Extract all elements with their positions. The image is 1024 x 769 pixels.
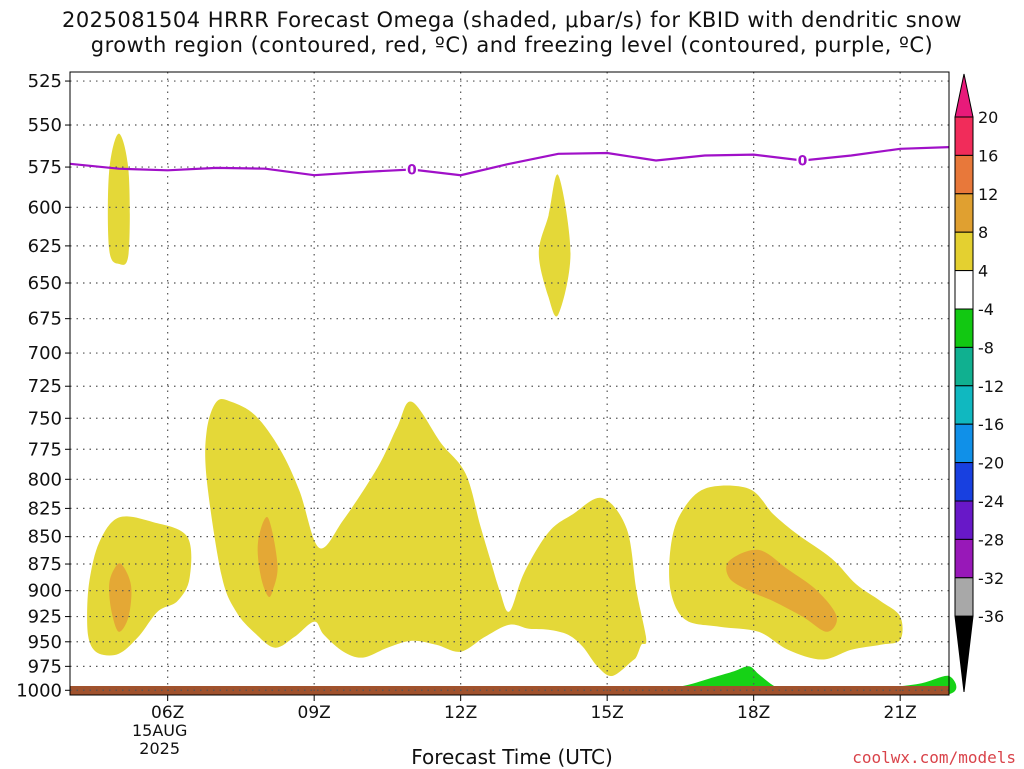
x-tick-label: 18Z — [737, 703, 770, 723]
y-tick-label: 600 — [28, 197, 62, 218]
colorbar-label: -12 — [978, 377, 1004, 396]
colorbar-label: -16 — [978, 415, 1004, 434]
colorbar-label: 4 — [978, 262, 988, 281]
omega-region-5 — [109, 563, 132, 632]
y-tick-label: 725 — [28, 376, 62, 397]
omega-region-0 — [107, 133, 130, 265]
y-tick-label: 575 — [28, 157, 62, 178]
y-tick-label: 975 — [28, 656, 62, 677]
colorbar-label: -36 — [978, 607, 1004, 626]
colorbar-bottom-arrow — [954, 615, 974, 693]
freezing-level-line — [69, 146, 950, 177]
colorbar-label: -8 — [978, 338, 994, 357]
y-tick-label: 925 — [28, 607, 62, 628]
colorbar-label: 16 — [978, 146, 998, 165]
colorbar-swatch-10 — [954, 500, 974, 540]
y-tick-label: 650 — [28, 273, 62, 294]
colorbar-label: -28 — [978, 530, 1004, 549]
colorbar-label: 20 — [978, 108, 998, 127]
terrain-layer — [70, 686, 949, 695]
omega-region-7 — [726, 549, 837, 632]
colorbar-label: -20 — [978, 454, 1004, 473]
terrain-strip — [70, 686, 949, 695]
colorbar-swatch-7 — [954, 385, 974, 425]
y-tick-label: 1000 — [16, 680, 62, 701]
colorbar-swatch-1 — [954, 154, 974, 195]
freezing-label-bg-0 — [405, 161, 418, 178]
x-tick-label: 15Z — [591, 703, 624, 723]
colorbar-label: -24 — [978, 492, 1004, 511]
chart-title-line-2: growth region (contoured, red, ºC) and f… — [90, 33, 934, 57]
colorbar-label: -32 — [978, 569, 1004, 588]
x-tick-label: 12Z — [444, 703, 477, 723]
omega-region-3 — [205, 398, 647, 677]
site-credit[interactable]: coolwx.com/models — [852, 748, 1016, 767]
y-tick-label: 525 — [28, 71, 62, 92]
colorbar-swatch-5 — [954, 308, 974, 348]
y-tick-label: 950 — [28, 632, 62, 653]
colorbar-swatch-4 — [954, 270, 974, 310]
y-axis: 525 550 575 600 625 650 675 700 725 750 775 800 825 8… — [16, 71, 70, 701]
colorbar-swatch-2 — [954, 193, 974, 233]
y-tick-label: 750 — [28, 408, 62, 429]
colorbar-swatch-6 — [954, 346, 974, 387]
colorbar-swatch-12 — [954, 577, 974, 617]
omega-region-1 — [538, 174, 571, 317]
colorbar-swatch-3 — [954, 231, 974, 272]
x-tick-date-label: 15AUG — [132, 721, 187, 740]
colorbar-top-arrow — [954, 73, 974, 118]
y-tick-label: 875 — [28, 554, 62, 575]
y-tick-label: 550 — [28, 115, 62, 136]
x-axis-title: Forecast Time (UTC) — [411, 745, 613, 769]
freezing-level-layer: 00 — [69, 146, 950, 179]
y-tick-label: 900 — [28, 581, 62, 602]
colorbar-label: 8 — [978, 223, 988, 242]
x-tick-label: 06Z — [151, 703, 184, 723]
x-tick-label: 21Z — [884, 703, 917, 723]
freezing-label-bg-1 — [796, 152, 809, 169]
freezing-level-label: 0 — [407, 163, 417, 179]
chart-title-line-1: 2025081504 HRRR Forecast Omega (shaded, … — [61, 8, 963, 32]
x-tick-label: 09Z — [298, 703, 331, 723]
colorbar-label: 12 — [978, 185, 998, 204]
colorbar-swatch-11 — [954, 538, 974, 579]
colorbar-swatch-0 — [954, 116, 974, 156]
colorbar-label: -4 — [978, 300, 994, 319]
y-tick-label: 675 — [28, 309, 62, 330]
y-tick-label: 625 — [28, 236, 62, 257]
omega-region-2 — [87, 516, 192, 656]
colorbar: 20 16 12 8 4 -4 -8 -12 -16 -20 -24 -28 -32 -36 — [954, 73, 1004, 693]
freezing-level-label: 0 — [798, 153, 808, 169]
colorbar-swatch-9 — [954, 462, 974, 502]
omega-shading-layer — [87, 133, 957, 696]
y-tick-label: 825 — [28, 498, 62, 519]
x-tick-year-label: 2025 — [139, 739, 180, 758]
y-tick-label: 850 — [28, 527, 62, 548]
plot-frame — [69, 71, 950, 696]
y-tick-label: 775 — [28, 439, 62, 460]
colorbar-swatch-8 — [954, 423, 974, 464]
y-tick-label: 700 — [28, 343, 62, 364]
y-tick-label: 800 — [28, 469, 62, 490]
